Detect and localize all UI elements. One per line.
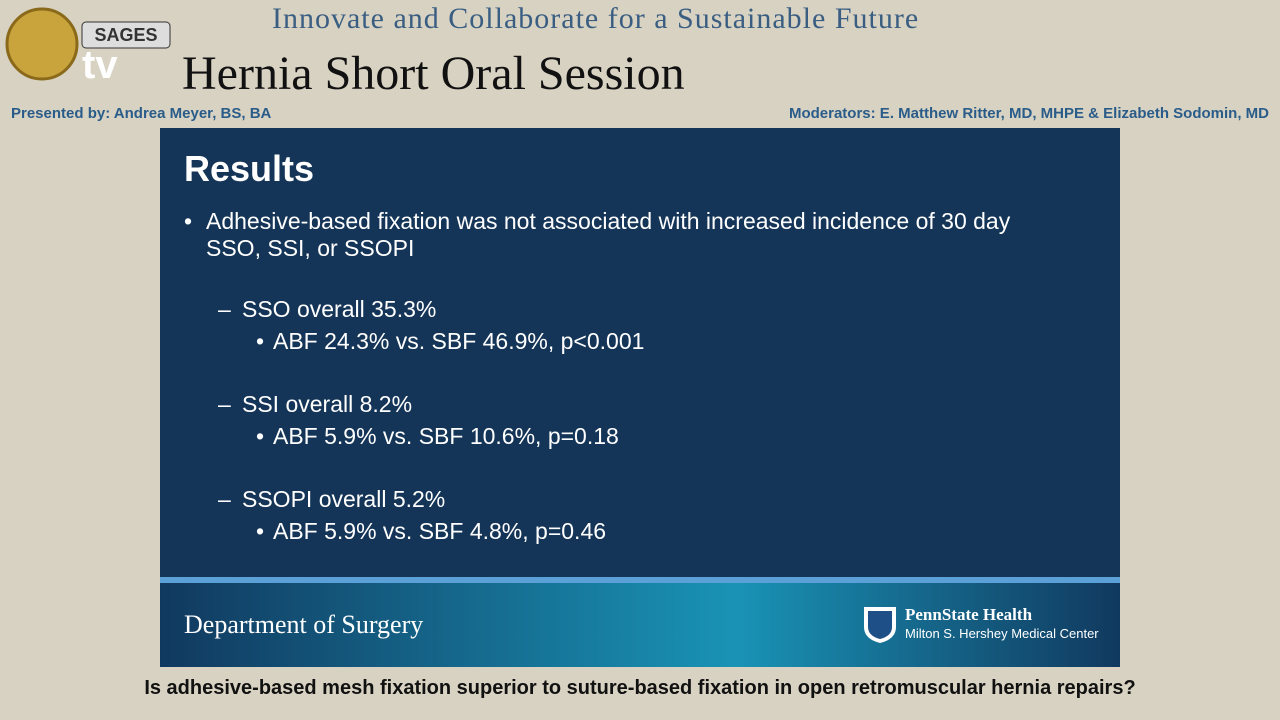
item-detail: ABF 5.9% vs. SBF 4.8%, p=0.46 — [273, 518, 607, 544]
marker: • — [256, 518, 265, 544]
shield — [864, 607, 896, 643]
department: Department of Surgery — [184, 610, 424, 639]
brand: PennState Health — [905, 605, 1033, 624]
session-title: Hernia Short Oral Session — [182, 47, 685, 100]
item-label: SSI overall 8.2% — [242, 391, 413, 417]
marker: – — [218, 391, 231, 417]
presenter: Presented by: Andrea Meyer, BS, BA — [11, 105, 272, 122]
divider — [160, 577, 1120, 583]
slide-footer: Department of Surgery PennState Health M… — [160, 583, 1120, 667]
item-label: SSO overall 35.3% — [242, 296, 437, 322]
tagline: Innovate and Collaborate for a Sustainab… — [272, 2, 920, 35]
caption: Is adhesive-based mesh fixation superior… — [144, 677, 1136, 699]
slide: Results • Adhesive-based fixation was no… — [160, 128, 1120, 667]
marker: – — [218, 296, 231, 322]
marker: • — [256, 423, 265, 449]
item-detail: ABF 5.9% vs. SBF 10.6%, p=0.18 — [273, 423, 619, 449]
bullet-dot: • — [184, 208, 193, 234]
marker: • — [256, 328, 265, 354]
marker: – — [218, 486, 231, 512]
logo-tv: tv — [82, 43, 118, 82]
bullet: Adhesive-based fixation was not associat… — [206, 208, 1011, 261]
logo-text: SAGES — [94, 25, 157, 45]
brand-sub: Milton S. Hershey Medical Center — [905, 626, 1099, 641]
slide-title: Results — [184, 148, 315, 189]
moderators: Moderators: E. Matthew Ritter, MD, MHPE … — [788, 105, 1269, 122]
item-label: SSOPI overall 5.2% — [242, 486, 446, 512]
item-detail: ABF 24.3% vs. SBF 46.9%, p<0.001 — [273, 328, 645, 354]
logo: SAGES tv — [5, 7, 171, 82]
